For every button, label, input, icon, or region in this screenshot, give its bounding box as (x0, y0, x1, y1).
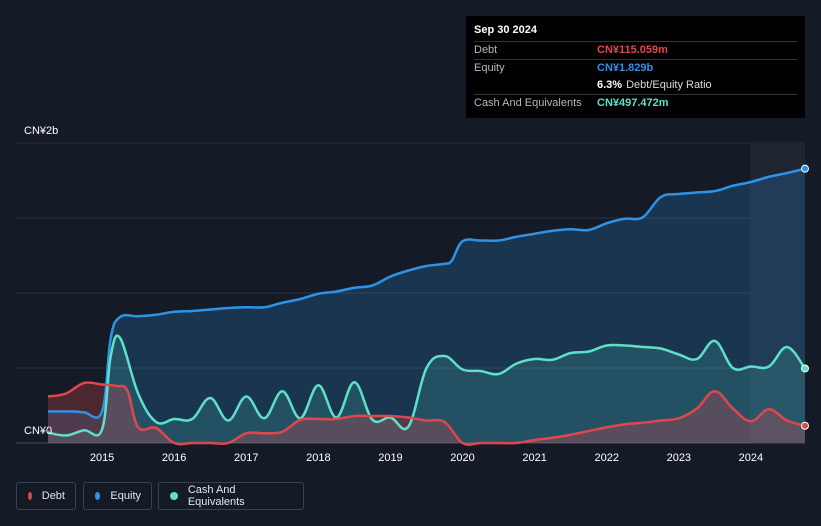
equity-end-marker (801, 164, 809, 173)
tooltip-cash-row: Cash And Equivalents CN¥497.472m (474, 94, 797, 112)
y-axis-top-label: CN¥2b (24, 125, 59, 137)
cash-and-equivalents-area (48, 335, 805, 443)
legend-debt[interactable]: Debt (16, 482, 76, 510)
tooltip-equity-value: CN¥1.829b (597, 62, 654, 74)
tooltip-ratio-label: Debt/Equity Ratio (626, 79, 712, 91)
x-tick-label: 2024 (739, 452, 763, 464)
x-tick-label: 2017 (234, 452, 258, 464)
debt-area (48, 382, 805, 445)
debt-line (47, 381, 806, 446)
x-tick-label: 2023 (667, 452, 691, 464)
x-tick-label: 2016 (162, 452, 186, 464)
x-tick-label: 2015 (90, 452, 114, 464)
legend-cash-label: Cash And Equivalents (187, 484, 245, 508)
series-areas (48, 168, 805, 445)
tooltip-equity-label: Equity (474, 62, 505, 74)
tooltip-cash-label: Cash And Equivalents (474, 97, 582, 109)
tooltip-debt-label: Debt (474, 44, 498, 56)
cash-dot-icon (170, 492, 178, 500)
equity-dot-icon (95, 492, 101, 500)
x-tick-label: 2022 (594, 452, 618, 464)
tooltip-date: Sep 30 2024 (474, 24, 537, 36)
tooltip-debt-row: Debt CN¥115.059m (474, 41, 797, 59)
legend-cash[interactable]: Cash And Equivalents (158, 482, 304, 510)
x-tick-label: 2018 (306, 452, 330, 464)
legend-equity[interactable]: Equity (83, 482, 152, 510)
x-tick-label: 2020 (450, 452, 474, 464)
x-tick-label: 2019 (378, 452, 402, 464)
y-axis-bottom-label: CN¥0 (24, 425, 53, 437)
debt-end-marker (801, 421, 809, 430)
end-markers (801, 164, 809, 430)
series-lines (47, 167, 807, 446)
tooltip-cash-value: CN¥497.472m (597, 97, 669, 109)
equity-line (47, 167, 806, 419)
legend-equity-label: Equity (110, 490, 141, 502)
tooltip-equity-row: Equity CN¥1.829b (474, 59, 797, 77)
debt-dot-icon (28, 492, 32, 500)
x-axis-ticks: 2015 2016 2017 2018 2019 2020 2021 2022 2023 2024 (90, 452, 763, 464)
tooltip-panel: Sep 30 2024 Debt CN¥115.059m Equity CN¥1… (466, 16, 805, 118)
cash-and-equivalents-line (47, 334, 807, 437)
cash-and-equivalents-end-marker (801, 364, 809, 373)
equity-area (48, 168, 805, 443)
tooltip-debt-value: CN¥115.059m (597, 44, 668, 56)
tooltip-ratio-value: 6.3% (597, 79, 623, 91)
hover-band (750, 143, 805, 443)
x-tick-label: 2021 (522, 452, 546, 464)
grid-lines (16, 142, 805, 444)
tooltip-ratio-row: 6.3% Debt/Equity Ratio (474, 77, 797, 94)
legend-debt-label: Debt (41, 490, 65, 502)
